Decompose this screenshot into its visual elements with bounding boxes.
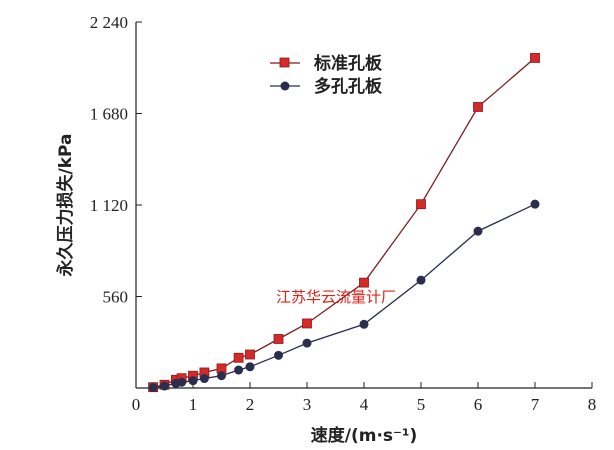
data-point-multi — [217, 371, 226, 381]
data-point-multi — [245, 362, 255, 372]
data-point-multi — [359, 319, 369, 329]
x-tick-label: 0 — [132, 395, 141, 414]
x-tick-label: 7 — [531, 395, 540, 414]
legend-marker-standard — [279, 57, 290, 68]
data-point-standard — [302, 318, 312, 329]
plot-area: 0 1 2 3 4 5 6 7 8 560 1 120 1 680 2 240 — [90, 13, 597, 414]
x-tick-label: 6 — [474, 395, 483, 414]
x-tick-label: 3 — [303, 395, 312, 414]
data-point-multi — [148, 383, 158, 393]
data-point-multi — [302, 338, 312, 348]
x-tick-label: 4 — [360, 395, 369, 414]
data-point-multi — [199, 374, 209, 384]
x-tick-label: 5 — [417, 395, 426, 414]
data-point-multi — [530, 199, 540, 209]
data-point-standard — [530, 53, 540, 63]
y-axis-title: 永久压力损失/kPa — [55, 134, 76, 278]
data-point-multi — [188, 376, 198, 386]
y-axis-ticks: 560 1 120 1 680 2 240 — [90, 13, 142, 307]
data-point-standard — [416, 199, 426, 210]
data-point-standard — [473, 102, 483, 112]
x-tick-label: 2 — [246, 395, 255, 414]
legend-marker-multi — [280, 81, 290, 91]
series-layer — [148, 53, 540, 393]
data-point-standard — [233, 352, 244, 363]
legend-label-standard: 标准孔板 — [314, 53, 383, 74]
data-point-multi — [416, 275, 426, 285]
x-axis-title: 速度/(m·s⁻¹) — [311, 425, 417, 446]
watermark: 江苏华云流量计厂 — [276, 288, 396, 306]
y-tick-label: 1 680 — [90, 105, 128, 124]
x-tick-label: 8 — [588, 395, 597, 414]
legend: 标准孔板 多孔孔板 — [270, 53, 383, 97]
data-point-standard — [245, 349, 255, 360]
data-point-multi — [160, 381, 169, 391]
y-tick-label: 560 — [103, 288, 129, 307]
data-point-standard — [273, 334, 284, 344]
data-point-multi — [274, 350, 283, 360]
x-axis-ticks: 0 1 2 3 4 5 6 7 8 — [132, 382, 597, 414]
data-point-standard — [359, 277, 369, 288]
data-point-multi — [234, 365, 244, 375]
data-point-multi — [177, 377, 187, 387]
y-tick-label: 1 120 — [90, 196, 128, 215]
legend-label-multi: 多孔孔板 — [314, 76, 383, 97]
data-point-multi — [473, 226, 483, 236]
y-tick-label: 2 240 — [90, 13, 128, 32]
x-tick-label: 1 — [189, 395, 198, 414]
